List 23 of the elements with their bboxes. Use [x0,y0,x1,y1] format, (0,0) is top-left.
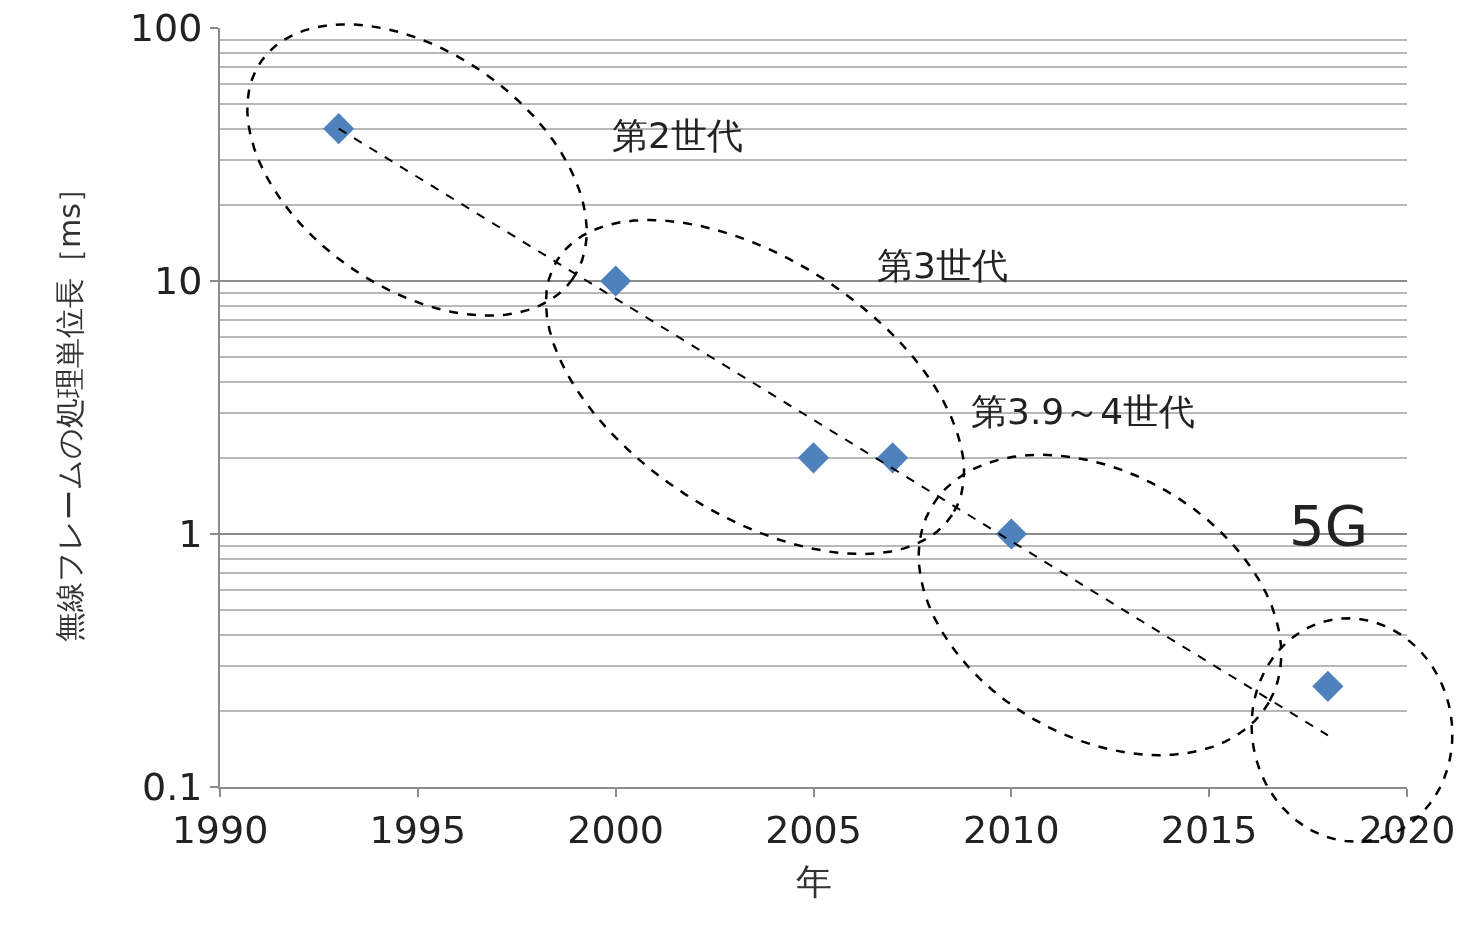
x-tick-label: 2005 [765,807,862,852]
annotation: 第3.9～4世代 [971,391,1196,432]
annotation: 第2世代 [612,115,743,156]
annotation: 第3世代 [877,245,1008,286]
point [1312,670,1344,702]
annotation: 5G [1289,493,1369,558]
x-tick-label: 2020 [1358,807,1456,852]
y-axis-title: 無線フレームの処理単位長［ms］ [52,173,88,642]
x-tick-label: 2010 [962,807,1060,852]
point [600,265,632,297]
x-tick-label: 2000 [567,807,665,852]
point [323,113,355,145]
point [797,442,830,474]
x-tick-label: 2015 [1160,807,1258,852]
y-tick-label: 0.1 [141,765,203,810]
x-tick-label: 1995 [369,807,467,852]
y-tick-label: 10 [154,259,203,304]
x-tick-label: 1990 [171,807,269,852]
x-axis-title: 年 [795,860,832,902]
y-tick-label: 1 [178,512,203,557]
point [877,442,909,474]
y-tick-label: 100 [129,6,203,51]
point [995,518,1027,550]
